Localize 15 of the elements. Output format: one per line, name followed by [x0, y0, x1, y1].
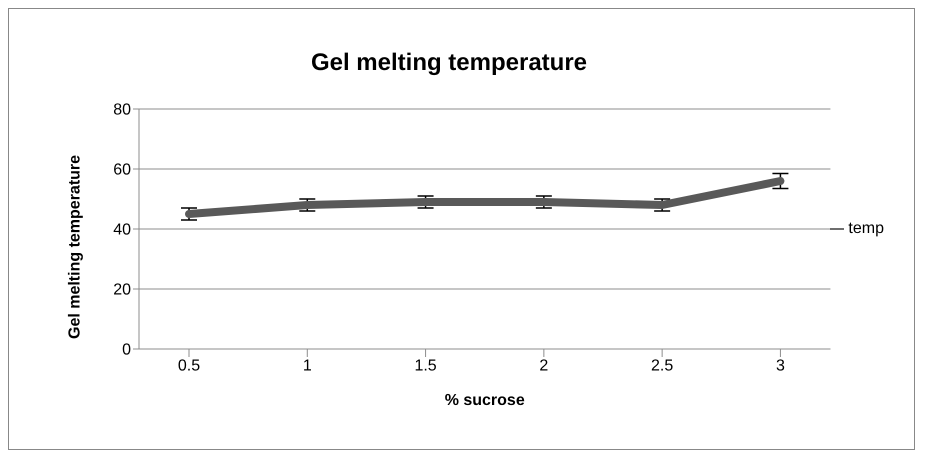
- x-axis-title: % sucrose: [444, 392, 525, 409]
- y-tick-label: 40: [113, 222, 132, 239]
- y-tick-label: 60: [113, 162, 132, 179]
- legend-label: temp: [848, 220, 884, 237]
- y-tick-label: 80: [113, 102, 132, 119]
- x-tick-label: 2: [539, 357, 548, 374]
- x-tick-label: 3: [776, 357, 785, 374]
- y-tick-label: 0: [122, 342, 132, 359]
- x-tick-label: 0.5: [178, 357, 200, 374]
- y-tick-label: 20: [113, 282, 132, 299]
- x-tick-label: 1: [302, 357, 312, 374]
- x-tick-label: 2.5: [651, 357, 674, 374]
- y-axis-title: Gel melting temperature: [66, 154, 84, 339]
- x-tick-label: 1.5: [414, 357, 437, 374]
- chart-title: Gel melting temperature: [310, 49, 588, 77]
